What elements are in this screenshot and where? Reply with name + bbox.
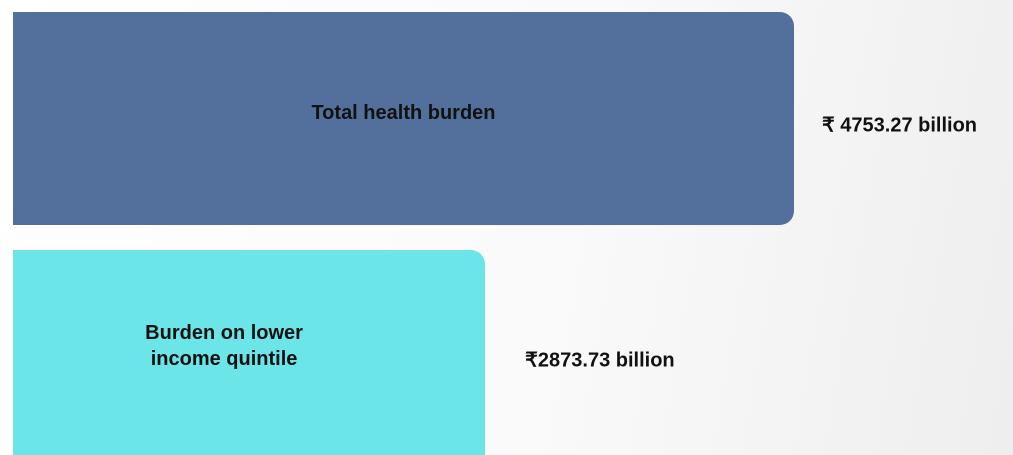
category-label: Total health burden [311, 101, 496, 124]
bar: Total health burden [13, 12, 794, 225]
bar: Burden on lower income quintile [13, 250, 486, 455]
value-label: ₹ 4753.27 billion [822, 114, 978, 137]
value-label: ₹2873.73 billion [525, 349, 675, 372]
category-label: Burden on lower income quintile [145, 321, 303, 370]
